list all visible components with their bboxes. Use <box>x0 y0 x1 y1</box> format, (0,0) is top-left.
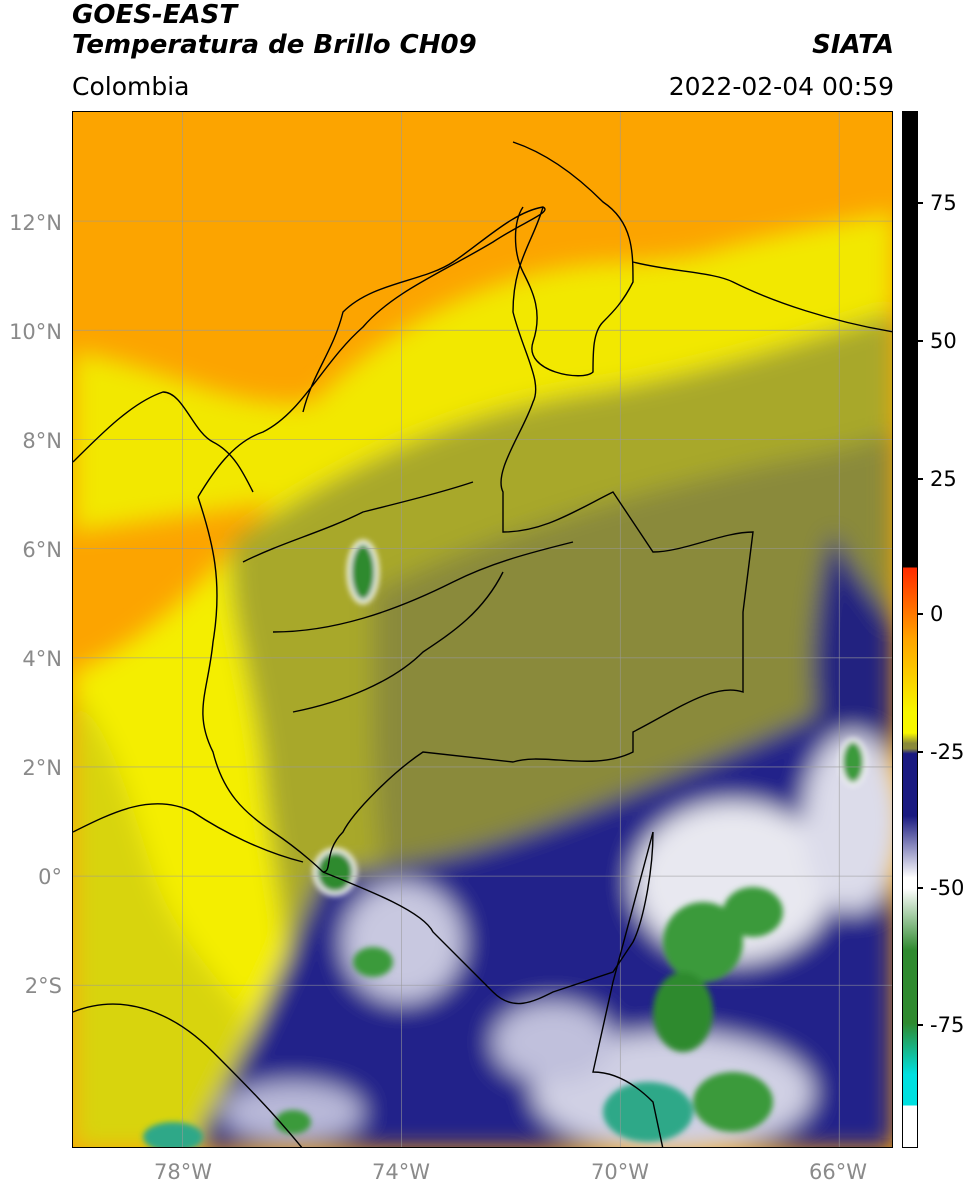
lat-label-8n: 8°N <box>22 429 62 453</box>
map-canvas <box>73 112 892 1147</box>
title-product: Temperatura de Brillo CH09 <box>72 30 477 60</box>
political-borders <box>73 141 892 1147</box>
colorbar <box>902 111 918 1148</box>
lon-label-74w: 74°W <box>372 1160 430 1184</box>
lon-label-78w: 78°W <box>154 1160 212 1184</box>
venezuela-coast <box>632 261 892 333</box>
satellite-map <box>72 111 893 1148</box>
department-border-2 <box>272 541 574 633</box>
lat-label-12n: 12°N <box>9 211 62 235</box>
panama-coast <box>73 391 254 493</box>
colorbar-label-50: 50 <box>930 329 957 353</box>
department-border-1 <box>242 481 474 563</box>
cold-cloud-tops <box>143 540 867 1147</box>
datetime-label: 2022-02-04 00:59 <box>668 72 894 101</box>
lat-label-6n: 6°N <box>22 538 62 562</box>
colorbar-tick <box>917 751 923 753</box>
maracaibo-lake <box>512 141 634 377</box>
colorbar-label-75: 75 <box>930 191 957 215</box>
brazil-border <box>592 831 664 1147</box>
ecuador-border <box>73 803 304 863</box>
lat-label-0: 0° <box>38 865 62 889</box>
lat-label-10n: 10°N <box>9 320 62 344</box>
colorbar-tick <box>917 202 923 204</box>
department-border-3 <box>292 571 504 713</box>
lat-label-2s: 2°S <box>24 974 62 998</box>
colorbar-label-0: 0 <box>930 602 944 626</box>
caribbean-coast <box>197 206 546 498</box>
colombia-venezuela-border <box>322 206 754 873</box>
lon-label-70w: 70°W <box>591 1160 649 1184</box>
lat-label-4n: 4°N <box>22 647 62 671</box>
colorbar-tick <box>917 613 923 615</box>
colorbar-tick <box>917 1024 923 1026</box>
pacific-coast <box>197 496 324 873</box>
source-label: SIATA <box>812 30 894 60</box>
graticule <box>73 112 892 1147</box>
colorbar-label-minus25: -25 <box>930 740 965 764</box>
colorbar-label-minus75: -75 <box>930 1013 965 1037</box>
colorbar-label-minus50: -50 <box>930 876 965 900</box>
colorbar-tick <box>917 340 923 342</box>
colorbar-tick <box>917 887 923 889</box>
colorbar-tick <box>917 478 923 480</box>
colombia-south-border <box>322 831 654 1005</box>
lat-label-2n: 2°N <box>22 756 62 780</box>
peru-border <box>73 1003 303 1147</box>
colorbar-label-25: 25 <box>930 467 957 491</box>
region-label: Colombia <box>72 72 190 101</box>
title-satellite: GOES-EAST <box>72 0 238 30</box>
lon-label-66w: 66°W <box>809 1160 867 1184</box>
